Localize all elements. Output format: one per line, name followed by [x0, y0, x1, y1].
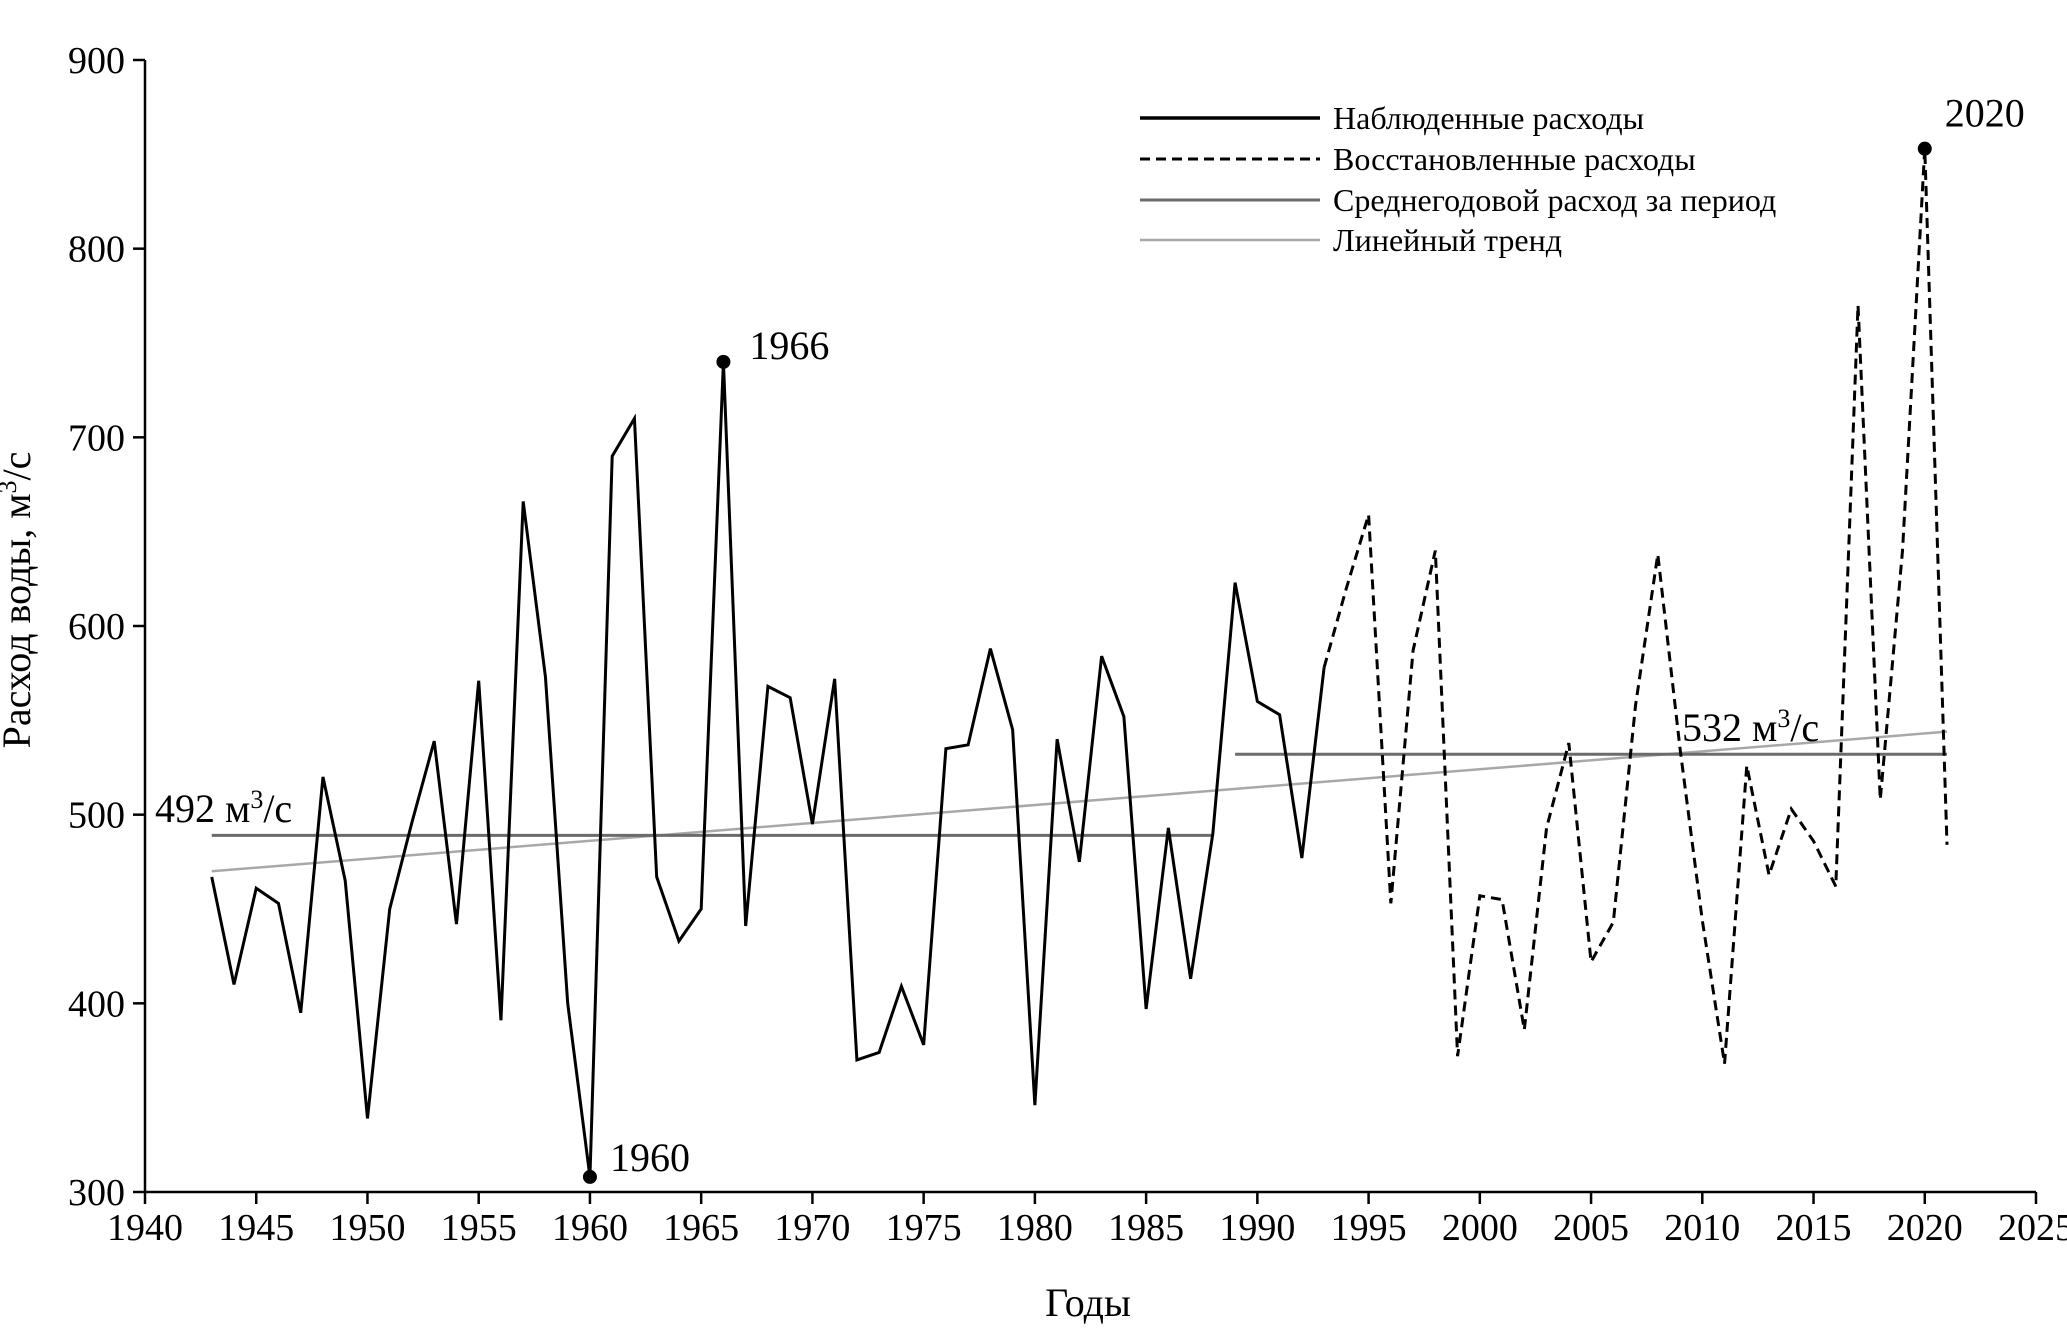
y-axis-title: Расход воды, м3/с: [0, 452, 39, 749]
point-label-1966: 1966: [749, 323, 829, 368]
point-label-2020: 2020: [1945, 91, 2025, 136]
mean-second-sup: 3: [1777, 704, 1790, 733]
mean-first-tail: /с: [263, 786, 292, 831]
x-tick-label: 1970: [774, 1207, 850, 1249]
x-tick-label: 1945: [218, 1207, 294, 1249]
mean-second-tail: /с: [1790, 705, 1819, 750]
point-label-1960: 1960: [610, 1135, 690, 1180]
x-tick-label: 1995: [1331, 1207, 1407, 1249]
mean-second-main: 532 м: [1682, 705, 1777, 750]
mean-first-main: 492 м: [155, 786, 250, 831]
x-tick-label: 2005: [1553, 1207, 1629, 1249]
legend-label: Среднегодовой расход за период: [1333, 182, 1776, 218]
y-tick-label: 400: [68, 983, 125, 1025]
x-tick-label: 1975: [886, 1207, 962, 1249]
x-tick-label: 1985: [1108, 1207, 1184, 1249]
observed-flow-line: [210, 361, 1326, 1178]
ticks: 300 400 500 600 700 800 900 1940 1945 1950 1955 196…: [68, 40, 2067, 1249]
x-tick-label: 1960: [552, 1207, 628, 1249]
x-tick-label: 2015: [1776, 1207, 1852, 1249]
mean-annotation-first: 492 м3/с: [155, 785, 292, 832]
point-markers: 1960 1966 2020: [582, 91, 2025, 1184]
x-tick-label: 1990: [1219, 1207, 1295, 1249]
y-axis-title-main: Расход воды, м: [0, 493, 39, 748]
y-tick-label: 700: [68, 417, 125, 459]
legend-label: Наблюденные расходы: [1333, 100, 1644, 136]
x-tick-label: 1950: [329, 1207, 405, 1249]
y-tick-label: 900: [68, 40, 125, 82]
x-tick-label: 1940: [107, 1207, 183, 1249]
x-tick-label: 2025: [1998, 1207, 2067, 1249]
x-tick-label: 1965: [663, 1207, 739, 1249]
y-axis-title-tail: /с: [0, 452, 39, 481]
point-marker-2020: [1917, 141, 1932, 156]
mean-first-sup: 3: [250, 785, 263, 814]
point-marker-1960: [582, 1169, 597, 1184]
point-marker-1966: [716, 354, 731, 369]
legend-label: Линейный тренд: [1333, 222, 1562, 258]
x-tick-label: 1980: [997, 1207, 1073, 1249]
y-tick-label: 300: [68, 1172, 125, 1214]
series-lines: [210, 148, 1949, 1178]
y-tick-label: 800: [68, 229, 125, 271]
x-axis-title: Годы: [1045, 1280, 1131, 1325]
x-tick-label: 1955: [441, 1207, 517, 1249]
y-tick-label: 600: [68, 606, 125, 648]
x-tick-label: 2020: [1887, 1207, 1963, 1249]
legend: Наблюденные расходы Восстановленные расхо…: [1140, 100, 1776, 258]
x-tick-label: 2000: [1442, 1207, 1518, 1249]
mean-annotation-second: 532 м3/с: [1682, 704, 1819, 751]
legend-label: Восстановленные расходы: [1333, 141, 1696, 177]
x-tick-label: 2010: [1664, 1207, 1740, 1249]
y-tick-label: 500: [68, 795, 125, 837]
y-axis-title-sup: 3: [0, 480, 22, 493]
restored-flow-line: [1322, 148, 1949, 1064]
axes: [143, 60, 2036, 1194]
